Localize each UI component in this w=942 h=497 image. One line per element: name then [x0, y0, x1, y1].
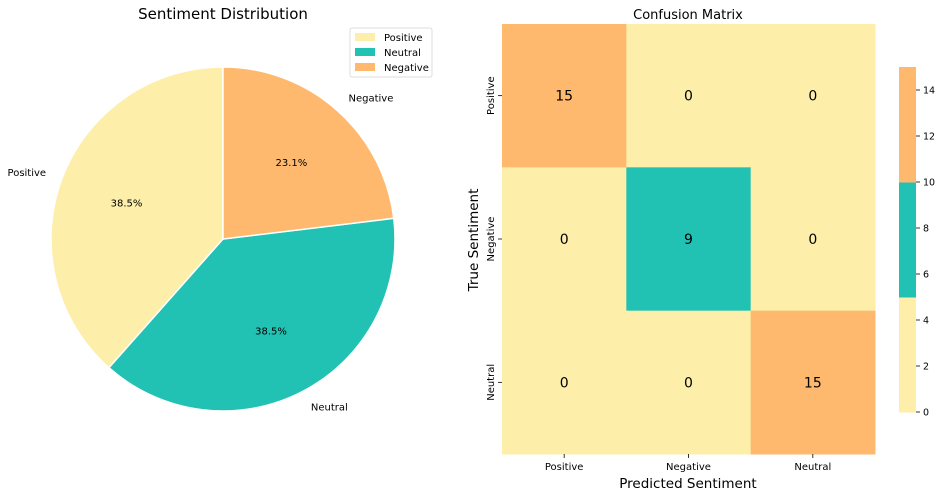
x-tick-label: Negative: [666, 462, 711, 473]
heatmap-cells: 15 0 0 0 9 0 0 0 15: [502, 24, 876, 455]
pie-legend: Positive Neutral Negative: [349, 27, 433, 78]
x-axis-label: Predicted Sentiment: [619, 476, 756, 492]
heatmap-cell-value: 9: [684, 232, 693, 248]
colorbar: 0 2 4 6 8 10 12 14: [899, 67, 935, 419]
y-axis-label: True Sentiment: [466, 189, 482, 293]
pie-pct-negative: 23.1%: [276, 158, 308, 169]
heatmap-cell: [750, 310, 876, 455]
pie-label-neutral: Neutral: [311, 403, 348, 414]
colorbar-segment: [899, 297, 916, 413]
legend-label-negative: Negative: [384, 63, 429, 74]
x-tick-label: Positive: [545, 462, 584, 473]
pie-label-negative: Negative: [349, 93, 394, 104]
pie-pct-neutral: 38.5%: [255, 326, 287, 337]
colorbar-tick-label: 0: [923, 408, 929, 419]
heatmap-cell-value: 0: [560, 232, 569, 248]
pie-chart: Sentiment Distribution Positive 38.5% Neut…: [8, 5, 433, 414]
confusion-matrix: Confusion Matrix 15 0 0 0 9 0 0 0 15 Positive Neg…: [466, 8, 935, 492]
colorbar-tick-label: 12: [923, 132, 935, 143]
pie-slice-neutral: [107, 217, 396, 412]
legend-swatch-negative: [355, 63, 375, 71]
pie-pct-positive: 38.5%: [111, 198, 143, 209]
pie-label-positive: Positive: [8, 168, 47, 179]
heatmap-cell: [626, 167, 752, 312]
pie-slice-negative: [222, 66, 395, 240]
heatmap-cell-value: 15: [804, 375, 822, 391]
heatmap-cell-value: 0: [808, 232, 817, 248]
legend-label-neutral: Neutral: [384, 48, 421, 59]
colorbar-tick-label: 4: [923, 316, 929, 327]
colorbar-tick-label: 6: [923, 270, 929, 281]
colorbar-segment: [899, 67, 916, 183]
legend-label-positive: Positive: [384, 33, 423, 44]
heatmap-cell: [626, 24, 752, 168]
heatmap-cell-value: 15: [555, 89, 573, 105]
heatmap-cell-value: 0: [684, 89, 693, 105]
heatmap-cell-value: 0: [560, 375, 569, 391]
heatmap-cell: [750, 24, 876, 168]
colorbar-tick-label: 8: [923, 224, 929, 235]
colorbar-tick-label: 10: [923, 178, 935, 189]
pie-labels: Positive 38.5% Neutral 38.5% Negative 23.1%: [8, 93, 394, 413]
legend-swatch-neutral: [355, 48, 375, 56]
heatmap-cell-value: 0: [684, 375, 693, 391]
heatmap-ticks: Positive Negative Neutral Positive Negative N…: [486, 76, 831, 473]
colorbar-tick-label: 14: [923, 86, 935, 97]
heatmap-cell: [502, 310, 627, 455]
pie-slices: [50, 66, 396, 412]
heatmap-title: Confusion Matrix: [633, 8, 743, 23]
heatmap-cell: [502, 24, 627, 168]
heatmap-cell: [626, 310, 752, 455]
pie-title: Sentiment Distribution: [138, 5, 308, 23]
heatmap-cell: [502, 167, 627, 312]
y-tick-label: Neutral: [486, 364, 497, 401]
x-tick-label: Neutral: [794, 462, 831, 473]
heatmap-cell: [750, 167, 876, 312]
heatmap-cell-value: 0: [808, 89, 817, 105]
pie-slice-positive: [50, 66, 224, 369]
colorbar-segment: [899, 182, 916, 298]
y-tick-label: Positive: [486, 76, 497, 115]
colorbar-tick-label: 2: [923, 362, 929, 373]
legend-swatch-positive: [355, 33, 375, 41]
y-tick-label: Negative: [486, 217, 497, 262]
